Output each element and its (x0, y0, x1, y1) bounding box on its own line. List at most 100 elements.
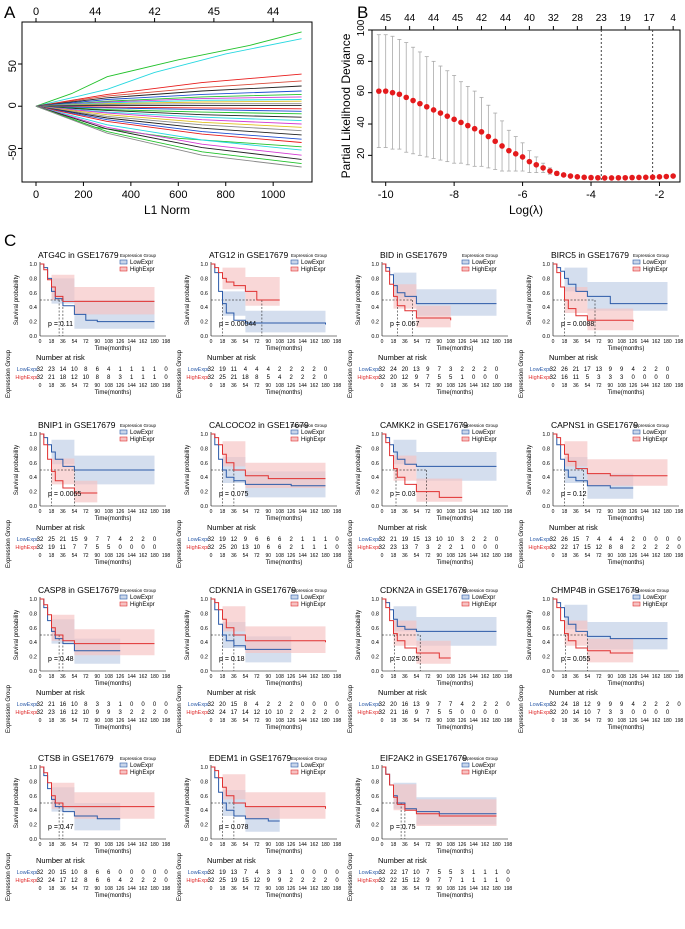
km-risk-x-tick-label: 72 (596, 718, 602, 724)
km-x-axis-label: Time(months) (95, 516, 132, 522)
km-risk-high-count: 25 (219, 878, 226, 884)
km-risk-x-tick-label: 90 (436, 718, 442, 724)
km-risk-high-count: 9 (96, 710, 100, 716)
km-x-tick-label: 108 (105, 842, 114, 848)
km-high-ci-band (211, 767, 326, 821)
km-risk-x-tick-label: 198 (504, 383, 513, 389)
km-x-tick-label: 54 (243, 842, 249, 848)
km-x-tick-label: 198 (333, 842, 342, 848)
km-risk-x-tick-label: 144 (469, 718, 478, 724)
km-risk-x-tick-label: 90 (436, 383, 442, 389)
panel-b-point (485, 133, 492, 140)
km-y-axis-label: Survival probability (185, 275, 191, 325)
km-low-curve (553, 263, 668, 305)
panel-b-point (649, 174, 656, 180)
km-risk-low-count: 3 (461, 870, 465, 876)
panel-b-top-tick-label: 44 (404, 13, 416, 24)
km-x-tick-label: 180 (150, 842, 159, 848)
km-risk-high-count: 10 (253, 545, 260, 551)
km-x-tick-label: 36 (231, 842, 237, 848)
km-legend-swatch-high (290, 436, 299, 442)
km-x-tick-label: 90 (94, 339, 100, 345)
km-risk-low-count: 1 (141, 367, 145, 373)
km-legend-swatch-high (119, 769, 128, 775)
km-risk-high-count: 1 (461, 545, 465, 551)
km-risk-high-count: 0 (335, 545, 339, 551)
km-x-tick-label: 72 (425, 339, 431, 345)
km-x-tick-label: 126 (287, 674, 296, 680)
panel-b-point (629, 174, 635, 181)
panel-a-coefficient-path (35, 105, 302, 128)
km-risk-high-count: 7 (597, 710, 601, 716)
km-risk-x-tick-label: 54 (72, 886, 78, 892)
km-risk-x-tick-label: 198 (675, 383, 684, 389)
km-high-ci-band (40, 264, 155, 316)
km-risk-high-count: 2 (449, 545, 453, 551)
km-risk-low-count: 4 (461, 702, 465, 708)
km-risk-x-tick-label: 162 (481, 553, 490, 559)
km-x-tick-label: 0 (39, 339, 42, 345)
km-risk-x-axis-label: Time(months) (95, 560, 132, 566)
panel-b-top-tick-label: 32 (548, 13, 560, 24)
km-risk-high-count: 12 (413, 878, 420, 884)
km-risk-x-axis-label: Time(months) (437, 390, 474, 396)
km-risk-low-count: 16 (60, 702, 67, 708)
km-risk-high-count: 3 (609, 710, 613, 716)
km-y-axis-label: Survival probability (356, 445, 362, 495)
km-risk-high-count: 7 (73, 545, 77, 551)
km-x-tick-label: 90 (265, 509, 271, 515)
km-risk-axis-label: Expression Group (348, 684, 354, 733)
km-legend-swatch-low (119, 762, 128, 768)
km-x-tick-label: 180 (663, 674, 672, 680)
panel-a-lasso-coefficient-paths: 0 200 400 600 800 1000 -50 0 50 0 44 42 45 44 L1 Norm (7, 6, 313, 217)
km-low-curve (382, 598, 497, 632)
panel-b-point (512, 150, 519, 157)
km-risk-high-count: 0 (495, 375, 499, 381)
km-risk-high-count: 7 (426, 375, 430, 381)
km-risk-x-tick-label: 54 (414, 553, 420, 559)
km-risk-x-axis-label: Time(months) (266, 390, 303, 396)
km-risk-x-tick-label: 180 (492, 718, 501, 724)
km-y-tick-label: 0.0 (29, 669, 37, 675)
km-risk-low-count: 7 (438, 367, 442, 373)
km-x-tick-label: 144 (298, 674, 307, 680)
km-x-tick-label: 54 (72, 509, 78, 515)
km-y-tick-label: 0.6 (29, 626, 37, 632)
km-risk-x-tick-label: 144 (298, 718, 307, 724)
km-y-tick-label: 0.4 (542, 640, 550, 646)
km-risk-x-tick-label: 198 (162, 886, 171, 892)
km-legend-high: HighExpr (301, 437, 326, 443)
km-x-tick-label: 108 (105, 339, 114, 345)
km-risk-low-count: 1 (119, 702, 123, 708)
km-risk-x-tick-label: 180 (150, 383, 159, 389)
km-risk-x-tick-label: 198 (333, 553, 342, 559)
km-risk-low-count: 32 (550, 537, 557, 543)
km-risk-high-count: 15 (584, 545, 591, 551)
km-x-tick-label: 36 (402, 842, 408, 848)
km-risk-x-tick-label: 126 (629, 383, 638, 389)
km-high-curve (211, 598, 326, 643)
km-risk-high-count: 32 (379, 545, 386, 551)
km-legend-title: Expression Group (291, 423, 328, 428)
km-risk-high-count: 1 (153, 375, 157, 381)
km-legend-swatch-high (461, 266, 470, 272)
km-x-tick-label: 180 (492, 509, 501, 515)
km-risk-x-tick-label: 72 (425, 886, 431, 892)
panel-b-top-tick-label: 17 (644, 13, 656, 24)
km-risk-x-tick-label: 144 (127, 553, 136, 559)
km-x-tick-label: 36 (231, 674, 237, 680)
km-risk-low-count: 15 (231, 702, 238, 708)
km-risk-row-low-label: LowExpr (359, 870, 381, 876)
km-risk-row-high-label: HighExpr (528, 710, 551, 716)
km-x-tick-label: 180 (663, 509, 672, 515)
km-risk-x-tick-label: 36 (231, 553, 237, 559)
km-x-tick-label: 36 (60, 842, 66, 848)
km-y-tick-label: 0.6 (200, 794, 208, 800)
km-y-axis-label: Survival probability (14, 445, 20, 495)
km-risk-high-count: 2 (130, 878, 134, 884)
km-title: CASP8 in GSE17679 (38, 585, 119, 595)
km-risk-title: Number at risk (207, 688, 256, 697)
km-risk-low-count: 32 (37, 537, 44, 543)
km-risk-high-count: 12 (253, 878, 260, 884)
